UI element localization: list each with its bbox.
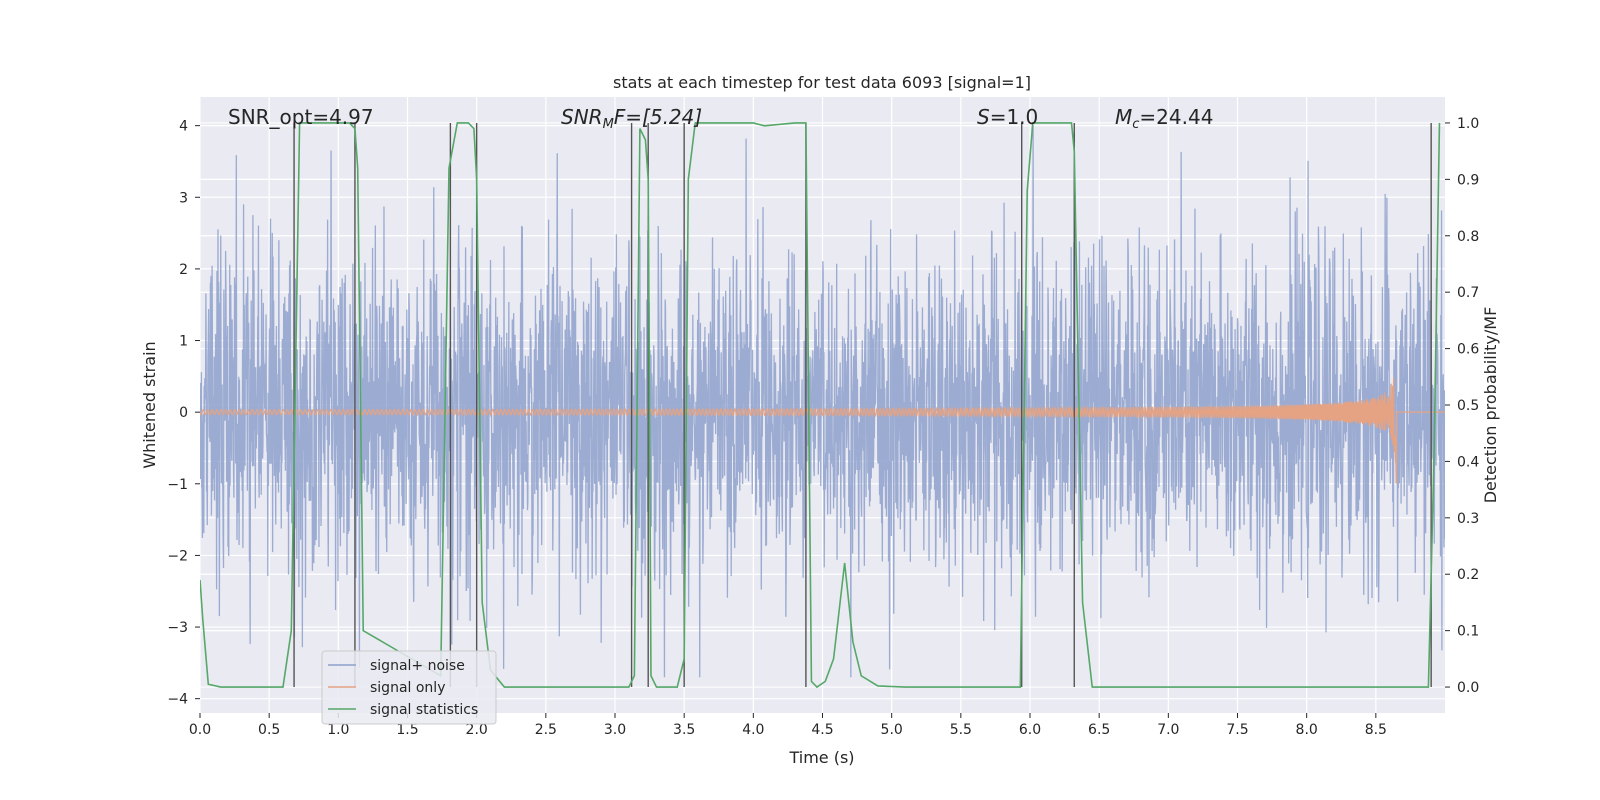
x-tick-label-8: 4.0 [742,722,764,738]
x-axis: 0.0 0.5 1.0 1.5 2.0 2.5 3.0 3.5 4.0 4.5 5.0 5.5 6.0 6… [189,713,1387,738]
y-tick-label-5: −1 [167,477,188,493]
y-tick-label-2: 2 [179,262,188,278]
x-tick-label-0: 0.0 [189,722,211,738]
legend-label-signal-plus-noise: signal+ noise [370,658,465,674]
annotation-snr-mf: SNRMF=[5.24] [561,105,702,132]
x-tick-label-5: 2.5 [535,722,557,738]
x-tick-label-16: 8.0 [1296,722,1318,738]
x-tick-label-12: 6.0 [1019,722,1041,738]
x-tick-label-7: 3.5 [673,722,695,738]
y-axis-right: 1.0 0.9 0.8 0.7 0.6 0.5 0.4 0.3 0.2 0.1 0.0 [1445,116,1479,696]
x-tick-label-9: 4.5 [811,722,833,738]
x-tick-label-3: 1.5 [396,722,418,738]
series-signal-only [200,377,1445,484]
series-signal-plus-noise [200,125,1445,678]
legend-box [321,650,497,725]
x-tick-label-6: 3.0 [604,722,626,738]
y-axis-right-label: Detection probability/MF [1481,307,1500,504]
y-right-tick-label-7: 0.3 [1457,511,1479,527]
y-right-tick-label-9: 0.1 [1457,624,1479,640]
y-right-tick-label-5: 0.5 [1457,398,1479,414]
x-tick-label-13: 6.5 [1088,722,1110,738]
y-axis-left: 4 3 2 1 0 −1 −2 −3 −4 [167,119,200,708]
chart-title: stats at each timestep for test data 609… [613,73,1031,92]
y-right-tick-label-10: 0.0 [1457,680,1479,696]
legend: signal+ noise signal only signal statist… [321,650,497,725]
y-right-tick-label-3: 0.7 [1457,285,1479,301]
y-tick-label-8: −4 [167,692,188,708]
y-tick-label-1: 3 [179,190,188,206]
x-tick-label-1: 0.5 [258,722,280,738]
x-tick-label-10: 5.0 [881,722,903,738]
y-right-tick-label-2: 0.8 [1457,229,1479,245]
x-axis-label: Time (s) [788,748,854,767]
y-right-tick-label-1: 0.9 [1457,172,1479,188]
y-right-tick-label-6: 0.4 [1457,454,1479,470]
x-tick-label-11: 5.5 [950,722,972,738]
y-tick-label-7: −3 [167,620,188,636]
legend-label-signal-only: signal only [370,680,445,696]
x-tick-label-2: 1.0 [327,722,349,738]
vertical-lines [293,122,1432,688]
y-axis-label: Whitened strain [140,341,159,468]
y-tick-label-0: 4 [179,119,188,135]
legend-label-signal-statistics: signal statistics [370,702,478,718]
plot-area [200,122,1445,689]
series-signal-statistics [200,122,1441,689]
y-tick-label-4: 0 [179,405,188,421]
y-right-tick-label-8: 0.2 [1457,567,1479,583]
x-tick-label-15: 7.5 [1226,722,1248,738]
y-tick-label-6: −2 [167,548,188,564]
y-right-tick-label-4: 0.6 [1457,342,1479,358]
y-tick-label-3: 1 [179,334,188,350]
y-right-tick-label-0: 1.0 [1457,116,1479,132]
annotation-s: S=1.0 [977,105,1038,129]
annotation-mc: Mc=24.44 [1115,105,1213,132]
annotation-snr-opt: SNR_opt=4.97 [228,105,374,129]
x-tick-label-4: 2.0 [466,722,488,738]
x-tick-label-17: 8.5 [1365,722,1387,738]
x-tick-label-14: 7.0 [1157,722,1179,738]
